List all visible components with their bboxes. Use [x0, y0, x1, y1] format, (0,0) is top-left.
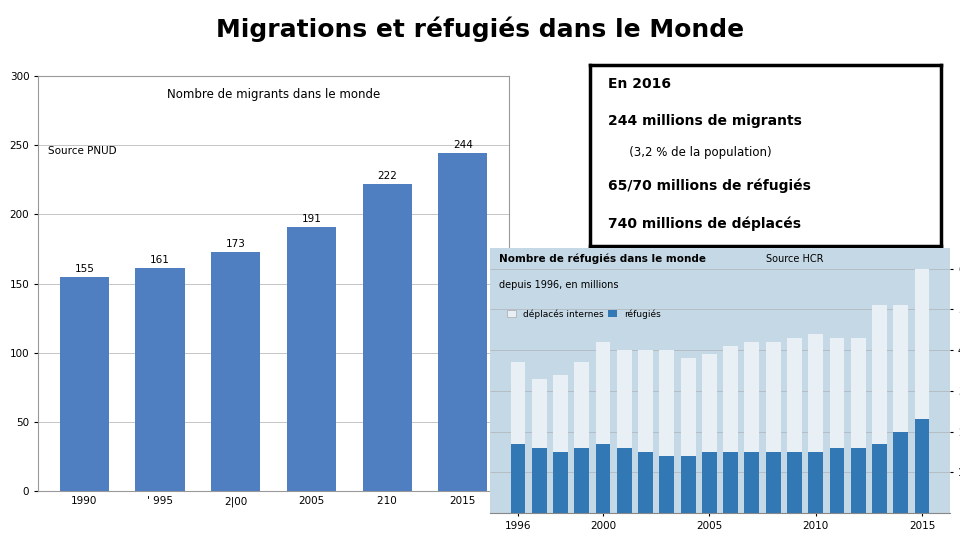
Text: 161: 161: [150, 255, 170, 266]
Bar: [511, 362, 525, 513]
Bar: [766, 452, 780, 513]
Bar: [723, 346, 738, 513]
Bar: [511, 444, 525, 513]
Text: 222: 222: [377, 171, 397, 181]
Bar: [617, 350, 632, 513]
Bar: [553, 375, 568, 513]
Text: 191: 191: [301, 214, 322, 224]
Text: 155: 155: [75, 264, 94, 274]
Bar: [787, 452, 802, 513]
Bar: [851, 338, 866, 513]
Bar: [702, 354, 717, 513]
Bar: [808, 334, 823, 513]
Bar: [702, 452, 717, 513]
Bar: [532, 379, 546, 513]
Bar: [553, 452, 568, 513]
Bar: [574, 448, 589, 513]
Bar: [787, 338, 802, 513]
Bar: [766, 342, 780, 513]
Bar: [681, 359, 696, 513]
Bar: [808, 452, 823, 513]
Bar: [894, 306, 908, 513]
Text: 740 millions de déplacés: 740 millions de déplacés: [608, 217, 801, 231]
Bar: [638, 452, 653, 513]
Bar: [829, 338, 845, 513]
Bar: [872, 306, 887, 513]
Bar: [660, 350, 674, 513]
Bar: [894, 431, 908, 513]
Bar: [723, 452, 738, 513]
Text: (3,2 % de la population): (3,2 % de la population): [618, 146, 772, 159]
Bar: [287, 227, 336, 491]
Bar: [135, 268, 184, 491]
Bar: [438, 153, 488, 491]
Bar: [851, 448, 866, 513]
Text: depuis 1996, en millions: depuis 1996, en millions: [499, 280, 618, 290]
Bar: [532, 448, 546, 513]
Bar: [60, 276, 109, 491]
Bar: [829, 448, 845, 513]
Bar: [211, 252, 260, 491]
Bar: [574, 362, 589, 513]
Bar: [363, 184, 412, 491]
Text: 173: 173: [226, 239, 246, 249]
Text: Migrations et réfugiés dans le Monde: Migrations et réfugiés dans le Monde: [216, 16, 744, 42]
Bar: [744, 452, 759, 513]
Bar: [744, 342, 759, 513]
Text: Nombre de réfugiés dans le monde: Nombre de réfugiés dans le monde: [499, 254, 706, 264]
Bar: [660, 456, 674, 513]
Bar: [595, 444, 611, 513]
Bar: [617, 448, 632, 513]
Text: Source PNUD: Source PNUD: [48, 146, 116, 156]
Text: 65/70 millions de réfugiés: 65/70 millions de réfugiés: [608, 179, 811, 193]
Text: En 2016: En 2016: [608, 77, 671, 91]
Bar: [915, 420, 929, 513]
Legend: déplacés internes, réfugiés: déplacés internes, réfugiés: [503, 306, 665, 322]
Text: Nombre de migrants dans le monde: Nombre de migrants dans le monde: [167, 88, 380, 101]
Bar: [681, 456, 696, 513]
Text: 244: 244: [453, 140, 472, 151]
Text: Source HCR: Source HCR: [766, 254, 824, 264]
Bar: [595, 342, 611, 513]
Bar: [872, 444, 887, 513]
Bar: [638, 350, 653, 513]
Bar: [915, 269, 929, 513]
Text: 244 millions de migrants: 244 millions de migrants: [608, 113, 802, 127]
